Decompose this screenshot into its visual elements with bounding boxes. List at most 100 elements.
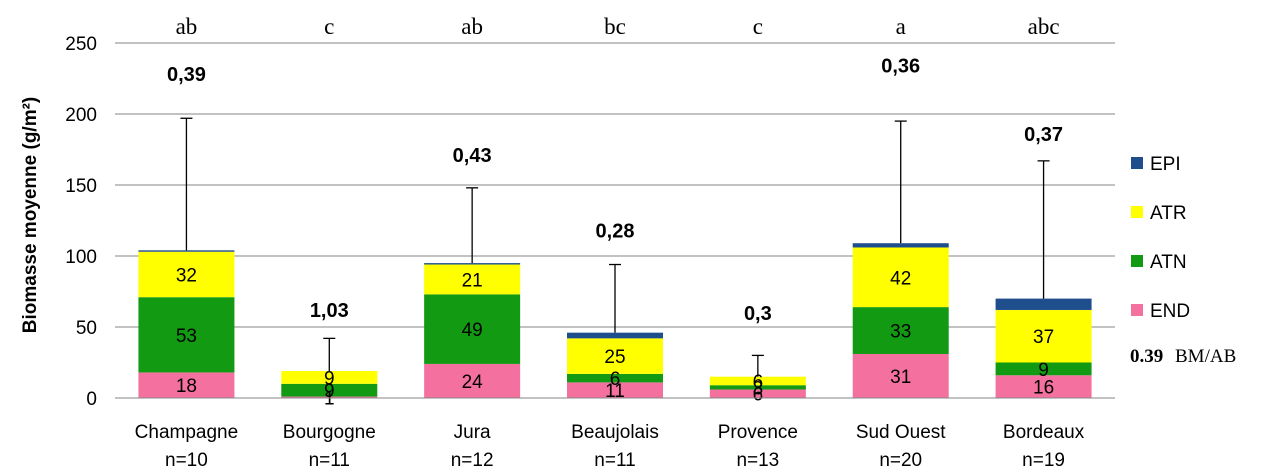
ratio-note-value: 0.39 [1130,346,1163,367]
segment-value-label: 33 [890,322,911,343]
legend-label-atr: ATR [1150,203,1187,224]
bar-atr-segment [709,376,806,386]
bar-atn-segment [709,385,806,390]
bar-atn-segment [424,294,521,364]
bar-atn-segment [281,383,378,397]
segment-value-label: 6 [753,385,764,406]
bar-atr-segment [138,251,235,298]
y-axis-ticks: 0 50 100 150 200 250 [65,34,97,410]
x-sample-size-label: n=19 [1022,450,1065,471]
bar-atr-segment [567,338,663,374]
bar-end-segment [709,389,806,398]
segment-value-label: 42 [890,268,911,289]
bar-end-segment [567,382,663,398]
y-tick-label: 50 [76,318,97,339]
x-category-label: Sud Ouest [856,422,946,443]
bar-atr-segment [995,309,1092,363]
x-category-label: Bourgogne [283,422,376,443]
segment-value-label: 21 [462,270,483,291]
error-bars [180,117,1050,377]
legend-label-atn: ATN [1150,252,1187,273]
x-category-label: Jura [454,422,491,443]
legend: EPI ATR ATN END [1131,154,1190,322]
bar-atr-segment [281,371,378,384]
significance-letter: ab [176,14,198,39]
segment-value-label: 53 [176,326,197,347]
bar-atr-segment [852,247,949,308]
ratio-label: 0,28 [596,220,635,242]
ratio-label: 0,39 [167,64,206,86]
bar-epi-segment [995,298,1092,310]
segment-value-label: 37 [1033,327,1054,348]
y-tick-label: 0 [86,389,97,410]
x-sample-size-label: n=20 [879,450,922,471]
ratio-note-text: BM/AB [1175,346,1236,367]
bar-end-segment [424,363,521,398]
y-tick-label: 200 [65,105,97,126]
ratio-labels: 0,39 1,03 0,43 0,28 0,3 0,36 0,37 [167,56,1063,325]
x-axis-categories: Champagne n=10 Bourgogne n=11 Jura n=12 Beaujo… [135,422,1085,471]
segment-value-label: 6 [610,369,621,390]
legend-label-end: END [1150,301,1190,322]
segment-value-label: 32 [176,265,197,286]
ratio-label: 0,36 [881,56,920,78]
legend-swatch-atr [1131,206,1143,218]
segment-value-label: 3 [753,378,764,399]
x-category-label: Beaujolais [571,422,659,443]
ratio-label: 0,3 [744,303,772,325]
legend-swatch-atn [1131,255,1143,267]
y-axis-label: Biomasse moyenne (g/m²) [20,97,41,334]
bar-atn-segment [138,297,235,373]
segment-value-label: 49 [462,320,483,341]
segment-value-label: 31 [890,367,911,388]
ratio-label: 0,37 [1024,124,1063,146]
segment-value-label: 18 [176,376,197,397]
segment-value-label: 25 [604,347,625,368]
x-sample-size-label: n=12 [451,450,494,471]
bar-atn-segment [852,307,949,354]
x-sample-size-label: n=11 [309,450,350,471]
significance-letter: ab [461,14,483,39]
significance-letter: abc [1028,14,1060,39]
x-sample-size-label: n=11 [594,450,635,471]
x-category-label: Bordeaux [1003,422,1085,443]
segment-value-label: 1 [324,388,335,409]
bar-epi-segment [138,250,235,252]
bar-end-segment [852,353,949,398]
significance-letter: a [896,14,906,39]
ratio-note: 0.39 BM/AB [1130,346,1236,367]
segment-value-label: 24 [462,372,484,393]
bar-atr-segment [424,264,521,295]
significance-letter: c [753,14,763,39]
legend-swatch-epi [1131,157,1143,169]
segment-value-label: 9 [1038,360,1049,381]
segment-value-label: 16 [1033,378,1054,399]
segment-value-label: 9 [324,368,335,389]
bar-epi-segment [567,332,663,339]
segment-value-label: 6 [753,372,764,393]
bar-epi-segment [424,263,521,265]
significance-letter: bc [604,14,626,39]
bar-end-segment [995,375,1092,398]
bar-atn-segment [567,373,663,383]
ratio-label: 0,43 [453,145,492,167]
legend-swatch-end [1131,304,1143,316]
ratio-label: 1,03 [310,300,349,322]
x-category-label: Provence [718,422,798,443]
bar-end-segment [281,396,378,398]
x-category-label: Champagne [135,422,239,443]
y-tick-label: 250 [65,34,97,55]
bar-end-segment [138,372,235,398]
significance-letter: c [324,14,334,39]
bars [138,243,1092,398]
significance-letters: ab c ab bc c a abc [176,14,1060,39]
segment-value-label: 11 [605,381,625,402]
y-tick-label: 100 [65,247,97,268]
y-tick-label: 150 [65,176,97,197]
segment-value-label: 9 [324,381,335,402]
x-sample-size-label: n=10 [165,450,208,471]
bar-atn-segment [995,362,1092,376]
bar-epi-segment [852,243,949,248]
